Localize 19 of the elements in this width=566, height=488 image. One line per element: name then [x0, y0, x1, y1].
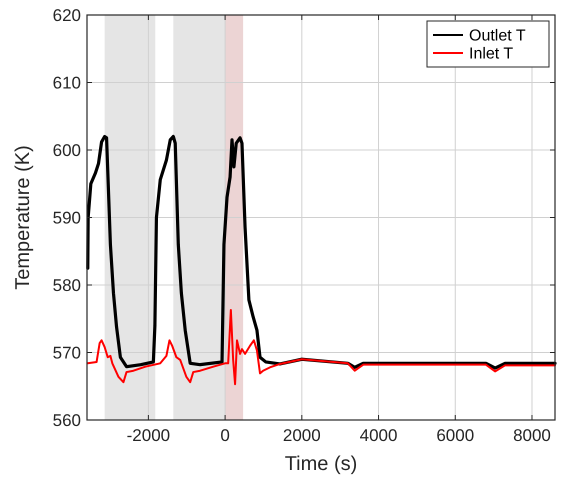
y-tick-label: 580	[52, 276, 81, 295]
x-axis-title: Time (s)	[284, 453, 358, 475]
x-tick-label: 0	[220, 426, 230, 445]
x-tick-label: 6000	[436, 426, 474, 445]
y-tick-label: 590	[52, 208, 81, 228]
y-tick-label: 620	[52, 6, 81, 25]
x-tick-label: 4000	[360, 426, 398, 445]
y-tick-label: 570	[52, 343, 81, 362]
y-tick-label: 610	[52, 73, 81, 92]
y-axis-title: Temperature (K)	[12, 145, 34, 290]
x-tick-label: -2000	[126, 426, 170, 445]
y-tick-label: 560	[52, 410, 81, 430]
legend-label: Outlet T	[469, 28, 526, 45]
line-series	[86, 308, 556, 386]
legend-label: Inlet T	[469, 46, 514, 63]
x-tick-label: 8000	[513, 426, 551, 445]
line-series	[86, 134, 557, 370]
y-tick-label: 600	[52, 140, 81, 160]
x-tick-label: 2000	[282, 426, 321, 445]
